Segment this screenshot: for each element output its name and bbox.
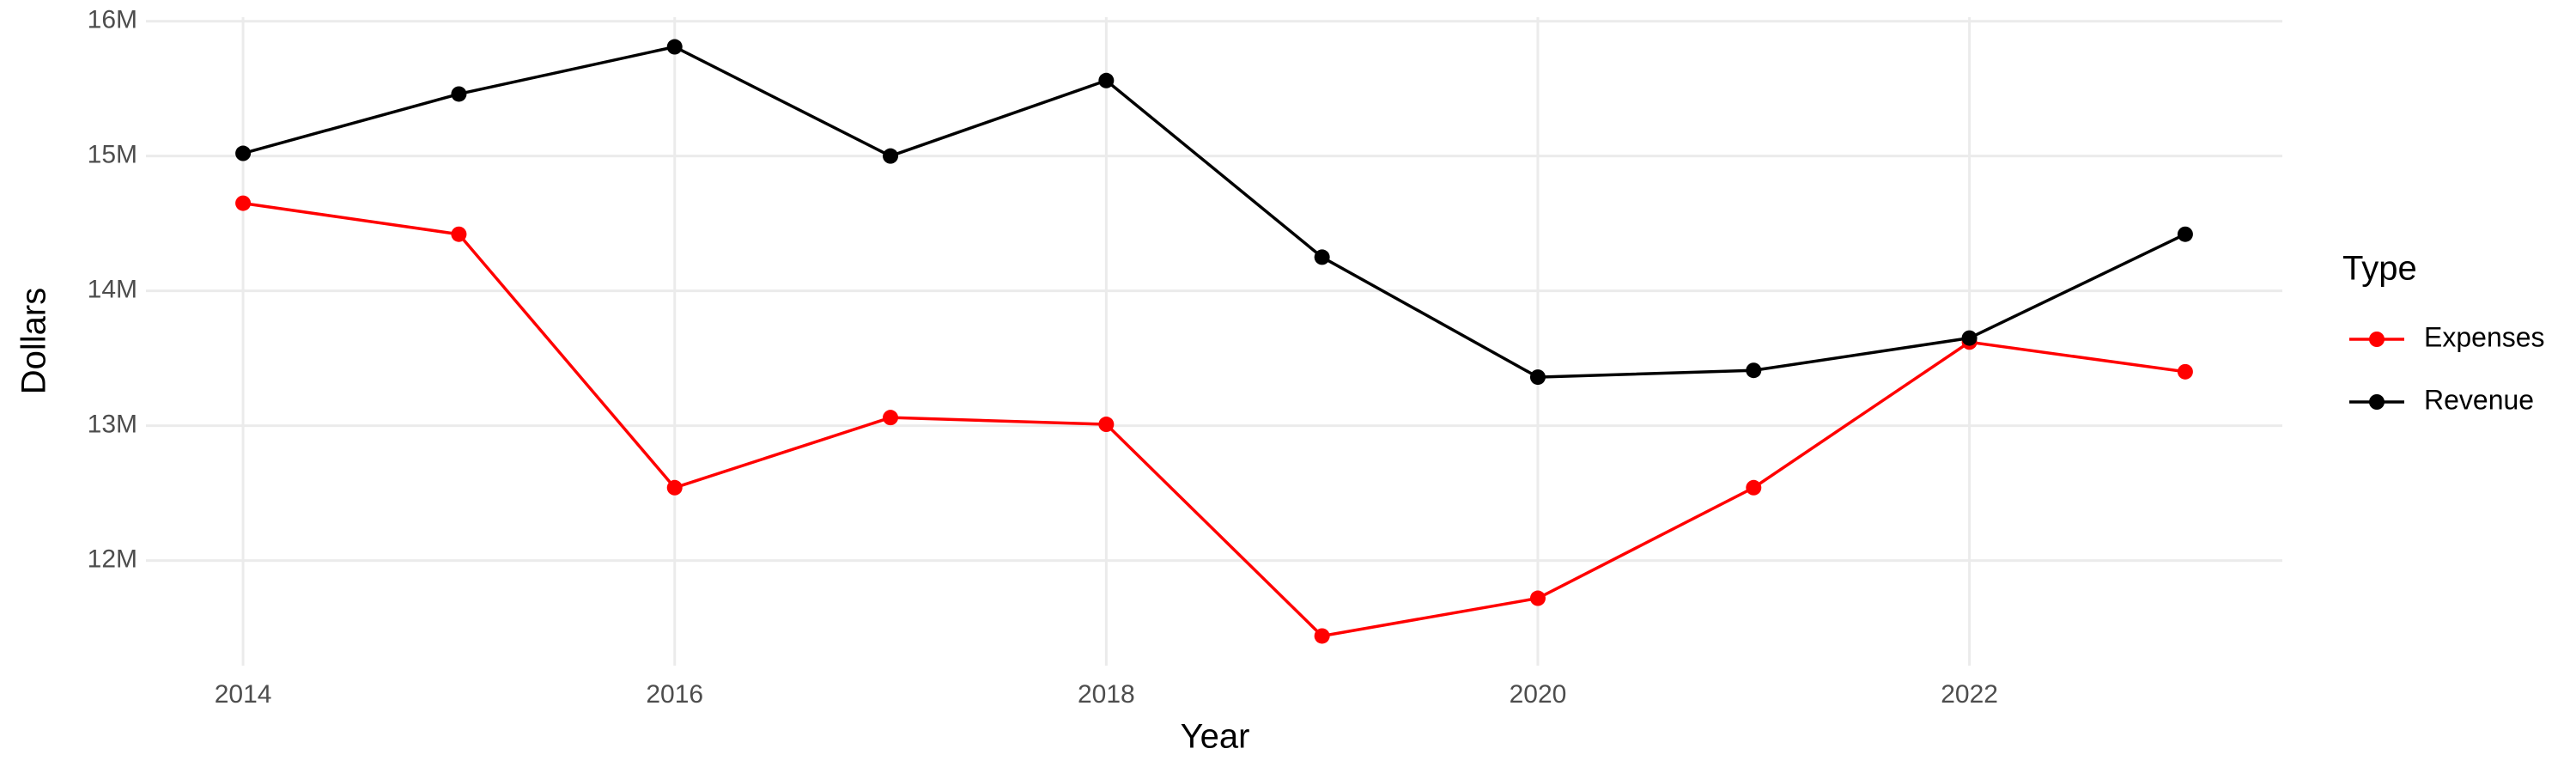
y-tick-label: 14M: [88, 276, 137, 304]
x-tick-label: 2014: [215, 680, 272, 709]
x-tick-label: 2020: [1510, 680, 1567, 709]
y-tick-label: 12M: [88, 545, 137, 573]
legend-title: Type: [2342, 250, 2417, 288]
data-point: [1746, 479, 1762, 496]
data-point: [1961, 330, 1978, 346]
y-axis-title: Dollars: [15, 288, 53, 394]
data-point: [1529, 590, 1546, 606]
data-point: [1746, 362, 1762, 379]
data-point: [883, 410, 899, 426]
data-point: [1098, 72, 1115, 88]
data-point: [2177, 363, 2193, 380]
x-tick-label: 2022: [1941, 680, 1998, 709]
data-point: [666, 39, 683, 55]
legend-key-point: [2369, 394, 2385, 410]
data-point: [235, 145, 252, 161]
x-axis-title: Year: [1181, 718, 1250, 756]
legend-label: Expenses: [2424, 321, 2545, 352]
legend-key-point: [2369, 332, 2385, 347]
y-tick-label: 16M: [88, 6, 137, 34]
legend-label: Revenue: [2424, 384, 2534, 415]
series-line: [242, 45, 2186, 379]
x-tick-label: 2016: [646, 680, 703, 709]
series-line: [242, 201, 2186, 638]
y-tick-label: 13M: [88, 411, 137, 439]
data-point: [2177, 226, 2193, 242]
x-tick-label: 2018: [1078, 680, 1135, 709]
data-point: [1529, 369, 1546, 386]
data-point: [666, 479, 683, 496]
data-point: [883, 148, 899, 164]
data-point: [451, 226, 467, 242]
data-point: [1314, 249, 1330, 265]
data-point: [1314, 628, 1330, 644]
data-point: [235, 195, 252, 211]
y-tick-label: 15M: [88, 141, 137, 169]
data-point: [1098, 417, 1115, 433]
data-point: [451, 86, 467, 102]
